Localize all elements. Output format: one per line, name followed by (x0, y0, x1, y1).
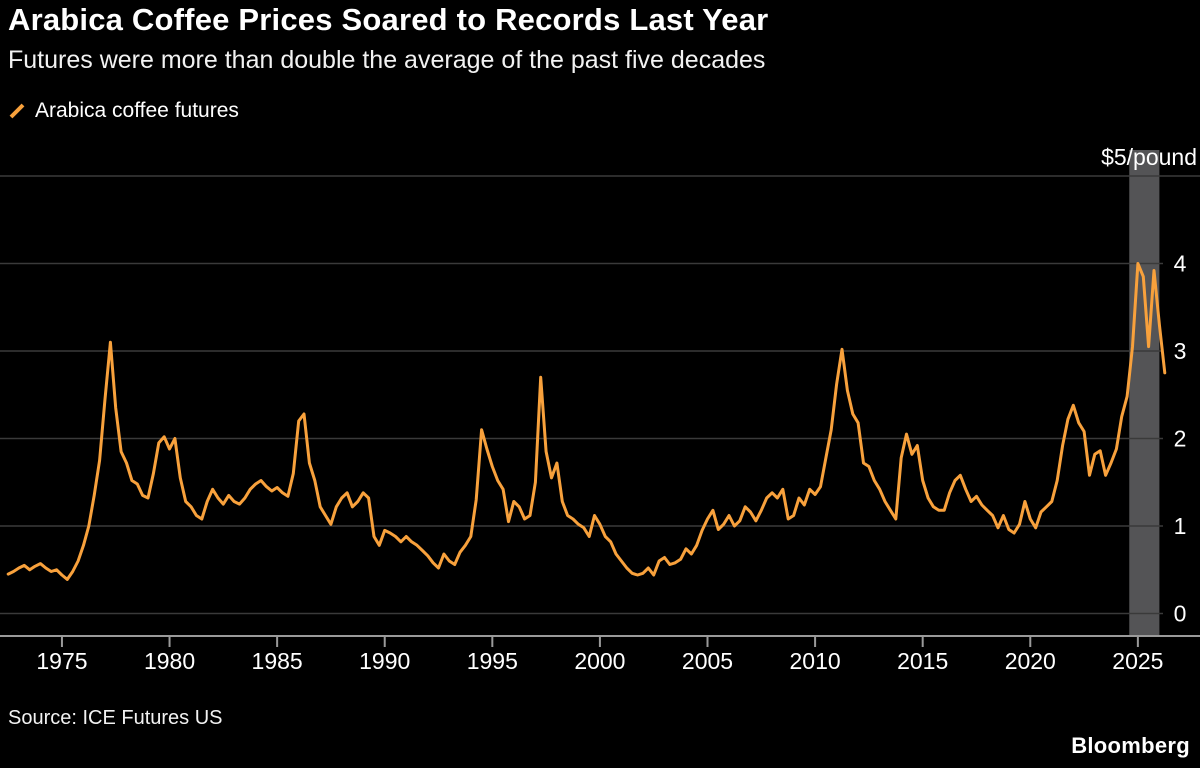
x-tick-label: 1985 (252, 648, 303, 674)
legend: Arabica coffee futures (8, 99, 239, 123)
legend-slash-icon (9, 103, 25, 119)
source-note: Source: ICE Futures US (8, 707, 223, 729)
y-tick-label: 1 (1174, 513, 1187, 539)
y-axis-unit-label: $5/pound (1101, 144, 1197, 170)
x-tick-label: 2020 (1005, 648, 1056, 674)
legend-label: Arabica coffee futures (35, 99, 239, 122)
y-tick-label: 0 (1174, 601, 1187, 627)
x-tick-label: 2005 (682, 648, 733, 674)
y-tick-label: 3 (1174, 338, 1187, 364)
x-tick-label: 2010 (790, 648, 841, 674)
x-tick-label: 1990 (359, 648, 410, 674)
header: Arabica Coffee Prices Soared to Records … (8, 2, 768, 75)
y-tick-label: 2 (1174, 426, 1187, 452)
chart-subtitle: Futures were more than double the averag… (8, 46, 766, 74)
bloomberg-logo: Bloomberg (1071, 733, 1190, 758)
x-tick-label: 1995 (467, 648, 518, 674)
x-tick-label: 1980 (144, 648, 195, 674)
y-tick-label: 4 (1174, 251, 1187, 277)
chart-title: Arabica Coffee Prices Soared to Records … (8, 2, 769, 37)
x-tick-label: 2000 (574, 648, 625, 674)
x-tick-label: 1975 (36, 648, 87, 674)
x-tick-label: 2015 (897, 648, 948, 674)
price-line (6, 262, 1167, 581)
highlight-band (1129, 150, 1160, 636)
x-tick-label: 2025 (1112, 648, 1163, 674)
